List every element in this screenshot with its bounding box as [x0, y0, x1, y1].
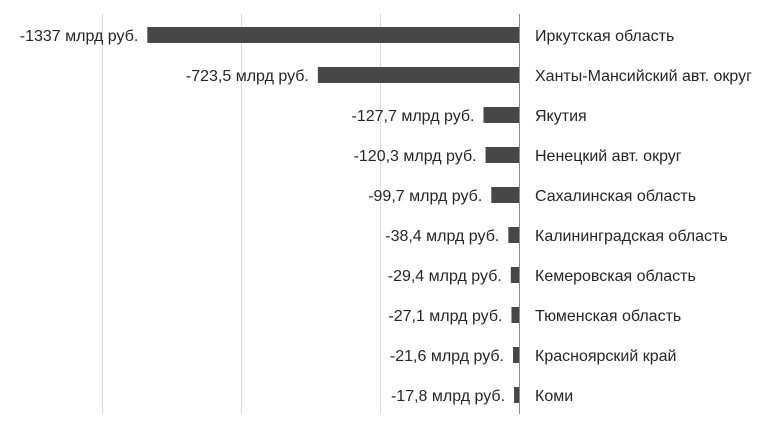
category-labels: Иркутская область Ханты-Мансийский авт. о… [535, 28, 752, 405]
bar [511, 307, 519, 323]
value-label: -17,8 млрд руб. [391, 388, 505, 405]
bar [483, 107, 519, 123]
value-label: -99,7 млрд руб. [368, 188, 482, 205]
category-label: Коми [535, 388, 573, 405]
value-label: -1337 млрд руб. [20, 28, 139, 45]
category-label: Якутия [535, 108, 587, 125]
value-label: -27,1 млрд руб. [388, 308, 502, 325]
bar [510, 267, 519, 283]
value-label: -21,6 млрд руб. [390, 348, 504, 365]
category-label: Тюменская область [535, 308, 681, 325]
bars [147, 27, 519, 403]
category-label: Кемеровская область [535, 268, 696, 285]
bar [317, 67, 519, 83]
value-label: -723,5 млрд руб. [186, 68, 309, 85]
bar [514, 387, 519, 403]
bar [512, 347, 519, 363]
category-label: Красноярский край [535, 348, 676, 365]
category-label: Ханты-Мансийский авт. округ [535, 68, 752, 85]
value-label: -29,4 млрд руб. [388, 268, 502, 285]
value-label: -38,4 млрд руб. [385, 228, 499, 245]
category-label: Иркутская область [535, 28, 674, 45]
bar [147, 27, 519, 43]
value-labels: -1337 млрд руб. -723,5 млрд руб. -127,7 мл… [20, 28, 505, 405]
category-label: Калининградская область [535, 228, 728, 245]
value-label: -120,3 млрд руб. [354, 148, 477, 165]
bar [491, 187, 519, 203]
value-label: -127,7 млрд руб. [352, 108, 475, 125]
bar [508, 227, 519, 243]
category-label: Сахалинская область [535, 188, 696, 205]
category-label: Ненецкий авт. округ [535, 148, 682, 165]
bar [485, 147, 519, 163]
